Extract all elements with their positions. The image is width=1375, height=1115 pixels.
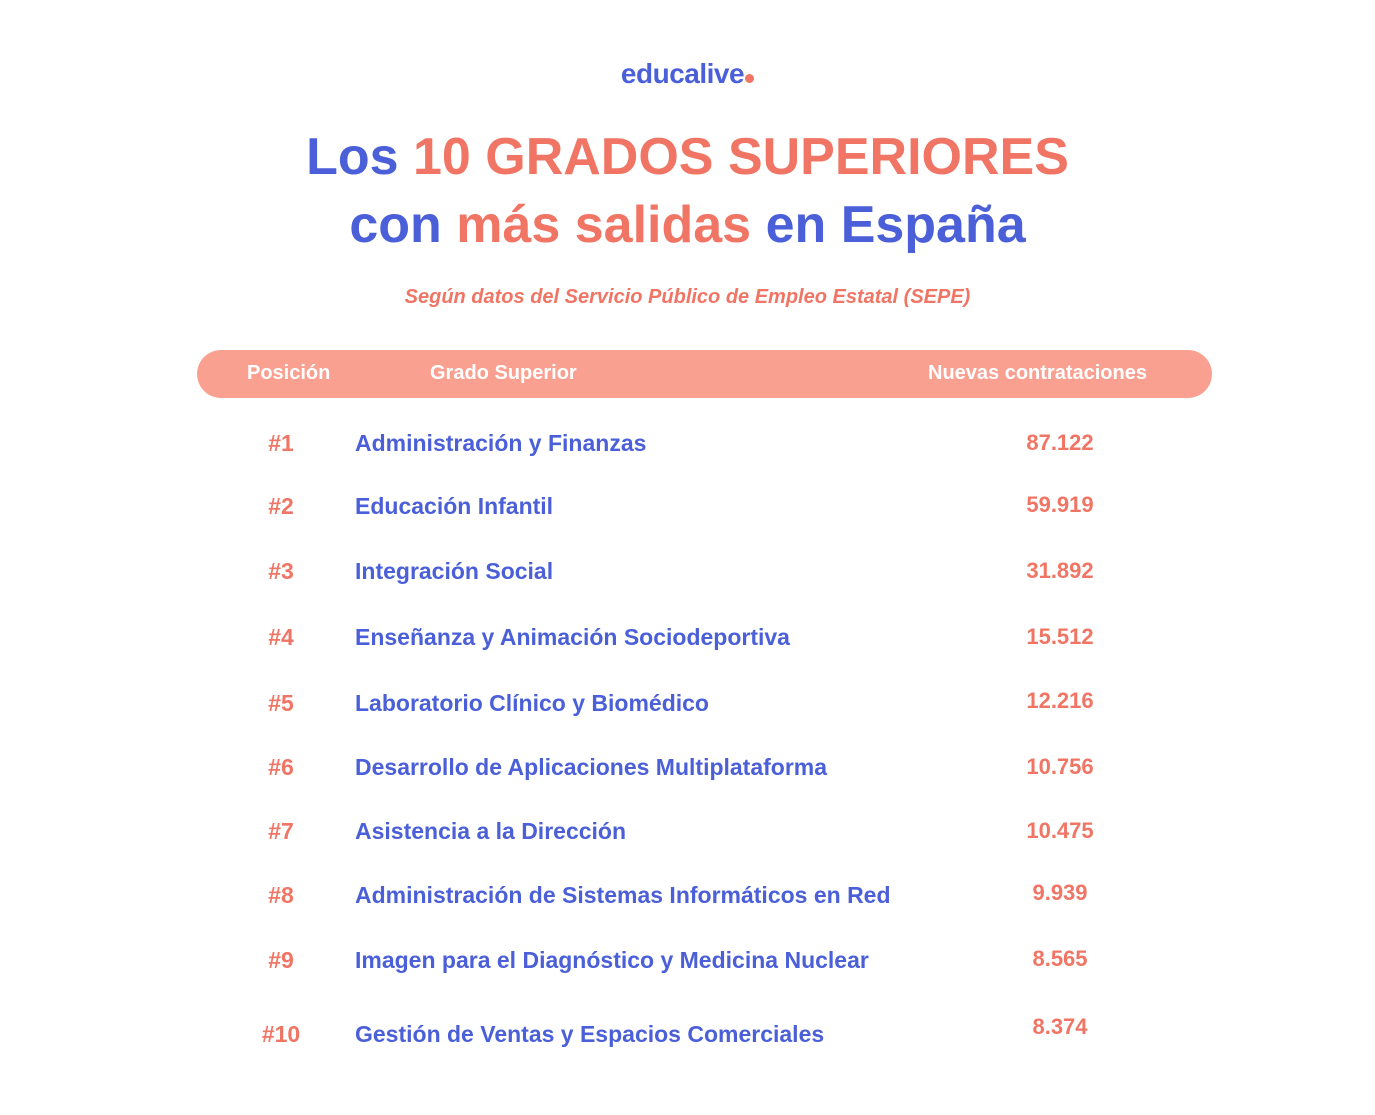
hires: 8.374	[1032, 1014, 1088, 1039]
position: #4	[268, 624, 294, 650]
position: #8	[268, 882, 294, 908]
position: #1	[268, 430, 294, 456]
position: #9	[268, 947, 294, 973]
header-cell: Posición	[247, 362, 331, 384]
grade-name: Administración de Sistemas Informáticos …	[355, 882, 891, 908]
title-part: más salidas	[456, 196, 752, 254]
hires: 59.919	[1026, 492, 1094, 517]
hires: 31.892	[1026, 558, 1094, 583]
grade-name: Enseñanza y Animación Sociodeportiva	[355, 624, 790, 650]
position: #5	[268, 690, 294, 716]
grade-name: Desarrollo de Aplicaciones Multiplatafor…	[355, 754, 828, 780]
header-cell: Nuevas contrataciones	[928, 362, 1147, 384]
subtitle: Según datos del Servicio Público de Empl…	[404, 286, 971, 308]
grade-name: Gestión de Ventas y Espacios Comerciales	[355, 1021, 825, 1047]
hires: 10.756	[1026, 754, 1094, 779]
grade-name: Administración y Finanzas	[355, 430, 647, 456]
position: #7	[268, 818, 294, 844]
title-part: 10 GRADOS SUPERIORES	[412, 128, 1069, 186]
title-part: con	[349, 196, 442, 254]
grade-name: Integración Social	[355, 558, 554, 584]
title-line: Los 10 GRADOS SUPERIORES	[0, 127, 1375, 187]
title-line: con más salidas en España	[0, 195, 1375, 255]
hires: 10.475	[1026, 818, 1094, 843]
grade-name: Imagen para el Diagnóstico y Medicina Nu…	[355, 947, 869, 973]
logo-text: educalive	[620, 58, 745, 89]
title-part: en España	[765, 196, 1026, 254]
position: #3	[268, 558, 294, 584]
hires: 15.512	[1026, 624, 1094, 649]
position: #2	[268, 493, 294, 519]
position: #6	[268, 754, 294, 780]
grade-name: Laboratorio Clínico y Biomédico	[355, 690, 709, 716]
logo-dot	[745, 74, 755, 83]
hires: 87.122	[1026, 430, 1094, 455]
title-part: Los	[306, 128, 399, 186]
hires: 12.216	[1026, 688, 1094, 713]
header-cell: Grado Superior	[430, 362, 577, 384]
position: #10	[261, 1021, 301, 1047]
hires: 8.565	[1032, 946, 1088, 971]
table-header: Posición Grado Superior Nuevas contratac…	[197, 350, 1212, 398]
grade-name: Educación Infantil	[355, 493, 554, 519]
logo: educalive	[0, 58, 1375, 90]
hires: 9.939	[1032, 880, 1088, 905]
grade-name: Asistencia a la Dirección	[355, 818, 627, 844]
